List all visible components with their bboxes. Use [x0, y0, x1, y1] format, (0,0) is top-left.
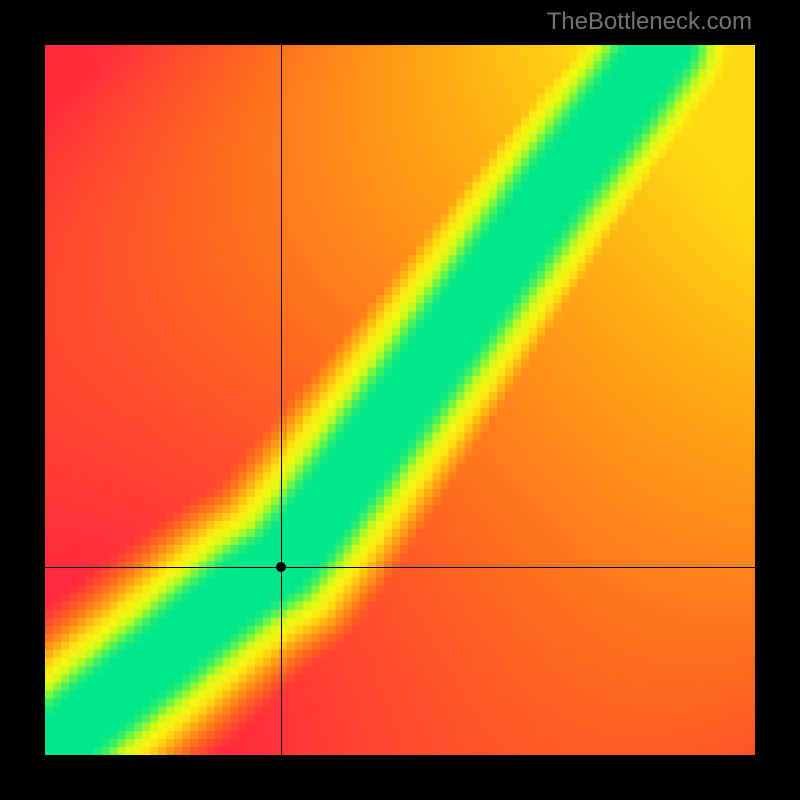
watermark-text: TheBottleneck.com: [547, 8, 752, 36]
bottleneck-heatmap: [45, 45, 755, 755]
crosshair-vertical: [281, 45, 282, 755]
crosshair-horizontal: [45, 567, 755, 568]
chart-container: TheBottleneck.com: [0, 0, 800, 800]
